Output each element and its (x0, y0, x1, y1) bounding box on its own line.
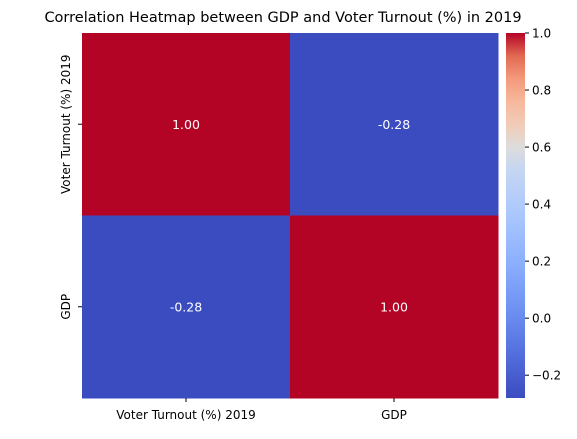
colorbar-tick-label: 0.4 (532, 198, 551, 212)
heatmap-cell (82, 215, 291, 399)
colorbar-tick-label: 0.6 (532, 141, 551, 155)
x-tick-label: GDP (381, 408, 407, 422)
colorbar-tick-label: 0.8 (532, 84, 551, 98)
cell-value-label: -0.28 (170, 299, 202, 314)
colorbar-tick-label: −0.2 (532, 369, 561, 383)
heatmap-cells (82, 33, 499, 399)
y-tick-label: Voter Turnout (%) 2019 (59, 55, 73, 194)
cell-value-label: -0.28 (378, 117, 410, 132)
colorbar-axis: −0.2 0.0 0.2 0.4 0.6 0.8 1.0 (525, 27, 561, 383)
heatmap-cell (290, 215, 499, 399)
colorbar-tick-label: 0.2 (532, 255, 551, 269)
heatmap-cell (82, 33, 291, 216)
chart-title: Correlation Heatmap between GDP and Vote… (44, 10, 521, 26)
y-axis: Voter Turnout (%) 2019 GDP (59, 55, 82, 320)
cell-value-label: 1.00 (172, 117, 200, 132)
colorbar-tick-label: 0.0 (532, 312, 551, 326)
x-axis: Voter Turnout (%) 2019 GDP (116, 398, 407, 422)
heatmap-cell (290, 33, 499, 216)
y-tick-label: GDP (59, 294, 73, 320)
colorbar-tick-label: 1.0 (532, 27, 551, 41)
cell-value-label: 1.00 (380, 299, 408, 314)
x-tick-label: Voter Turnout (%) 2019 (116, 408, 255, 422)
colorbar (506, 33, 525, 398)
heatmap-cell-labels: 1.00 -0.28 -0.28 1.00 (170, 117, 410, 315)
